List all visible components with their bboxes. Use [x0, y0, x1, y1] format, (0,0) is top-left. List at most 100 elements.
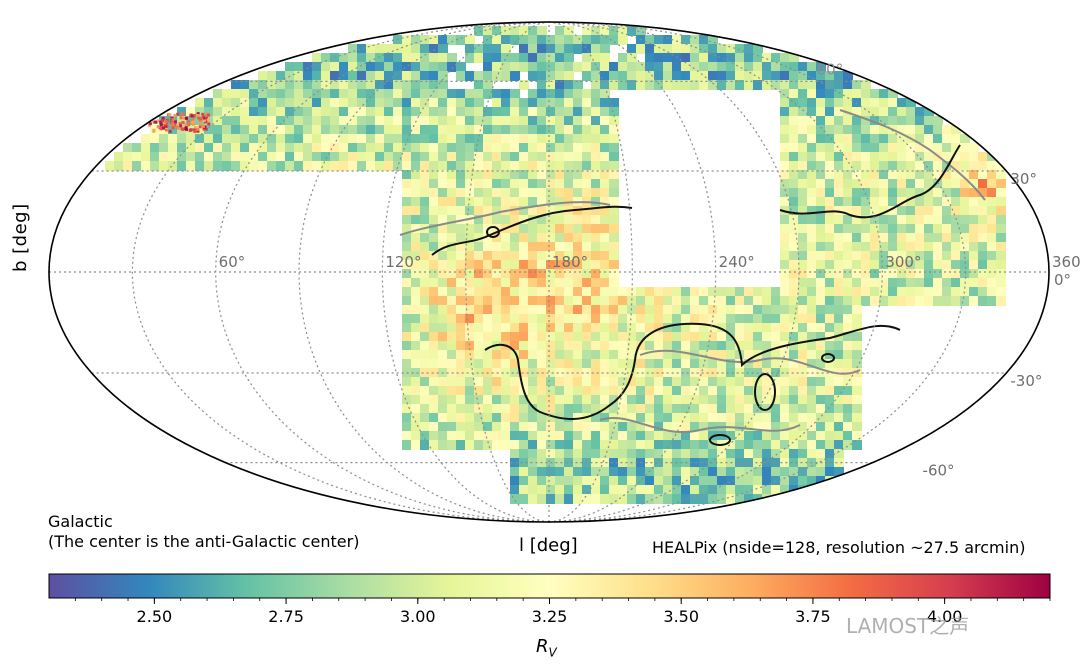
map-pixel — [942, 278, 952, 288]
map-pixel — [825, 323, 835, 333]
map-pixel — [438, 386, 448, 396]
map-pixel — [429, 269, 439, 279]
map-pixel — [672, 431, 682, 441]
map-pixel — [780, 305, 790, 315]
map-pixel — [528, 206, 538, 216]
map-pixel — [897, 107, 907, 117]
map-pixel — [699, 350, 709, 360]
map-pixel — [708, 296, 718, 306]
map-pixel — [411, 62, 421, 72]
map-pixel — [393, 152, 403, 162]
map-pixel — [348, 107, 358, 117]
map-pixel — [924, 179, 934, 189]
map-pixel — [699, 404, 709, 414]
map-pixel — [420, 296, 430, 306]
map-pixel — [609, 485, 619, 495]
map-pixel — [654, 377, 664, 387]
map-pixel — [843, 116, 853, 126]
map-pixel — [213, 152, 223, 162]
map-pixel — [573, 494, 583, 504]
map-pixel — [744, 296, 754, 306]
map-pixel — [654, 476, 664, 486]
map-pixel — [528, 170, 538, 180]
map-pixel — [807, 395, 817, 405]
map-pixel — [195, 125, 205, 135]
map-pixel — [600, 296, 610, 306]
map-pixel — [780, 242, 790, 252]
map-pixel — [348, 62, 358, 72]
map-pixel — [681, 377, 691, 387]
map-pixel — [249, 107, 259, 117]
map-pixel — [618, 377, 628, 387]
map-pixel — [798, 125, 808, 135]
map-pixel — [798, 314, 808, 324]
map-pixel — [501, 413, 511, 423]
map-pixel — [915, 170, 925, 180]
map-pixel — [492, 188, 502, 198]
map-pixel — [978, 224, 988, 234]
map-pixel — [510, 440, 520, 450]
map-pixel — [393, 80, 403, 90]
map-pixel — [825, 251, 835, 261]
map-pixel — [537, 188, 547, 198]
map-pixel — [996, 278, 1006, 288]
map-pixel — [573, 350, 583, 360]
map-pixel — [519, 170, 529, 180]
map-pixel — [150, 161, 160, 171]
map-pixel — [915, 188, 925, 198]
map-pixel — [699, 341, 709, 351]
map-pixel — [447, 224, 457, 234]
map-pixel — [636, 314, 646, 324]
map-pixel — [843, 350, 853, 360]
map-pixel — [735, 314, 745, 324]
map-pixel — [825, 341, 835, 351]
map-pixel — [447, 206, 457, 216]
map-pixel — [798, 377, 808, 387]
map-pixel — [798, 89, 808, 99]
map-pixel — [393, 161, 403, 171]
map-pixel — [753, 332, 763, 342]
map-pixel — [447, 116, 457, 126]
map-pixel — [456, 341, 466, 351]
map-pixel — [681, 440, 691, 450]
map-pixel — [537, 440, 547, 450]
map-pixel — [852, 242, 862, 252]
map-pixel — [807, 341, 817, 351]
map-pixel — [852, 134, 862, 144]
map-pixel — [447, 260, 457, 270]
map-pixel — [510, 260, 520, 270]
map-pixel — [591, 134, 601, 144]
map-pixel — [609, 359, 619, 369]
map-pixel — [897, 134, 907, 144]
map-pixel — [618, 359, 628, 369]
map-pixel — [501, 269, 511, 279]
map-pixel — [330, 80, 340, 90]
map-pixel — [492, 269, 502, 279]
map-pixel — [816, 287, 826, 297]
map-pixel — [573, 332, 583, 342]
map-pixel — [645, 350, 655, 360]
map-pixel — [798, 116, 808, 126]
map-pixel — [438, 107, 448, 117]
map-pixel — [384, 80, 394, 90]
map-pixel — [501, 386, 511, 396]
map-pixel — [501, 53, 511, 63]
map-pixel — [429, 98, 439, 108]
map-pixel — [780, 296, 790, 306]
map-pixel — [420, 260, 430, 270]
map-pixel — [555, 80, 565, 90]
map-pixel — [618, 458, 628, 468]
map-pixel — [672, 350, 682, 360]
map-pixel — [852, 269, 862, 279]
map-pixel — [618, 494, 628, 504]
map-pixel — [501, 350, 511, 360]
map-pixel — [852, 224, 862, 234]
map-pixel — [528, 350, 538, 360]
map-pixel — [555, 269, 565, 279]
map-pixel — [825, 107, 835, 117]
map-pixel — [798, 476, 808, 486]
map-pixel — [771, 359, 781, 369]
map-pixel — [591, 413, 601, 423]
map-pixel — [573, 134, 583, 144]
map-pixel — [609, 305, 619, 315]
